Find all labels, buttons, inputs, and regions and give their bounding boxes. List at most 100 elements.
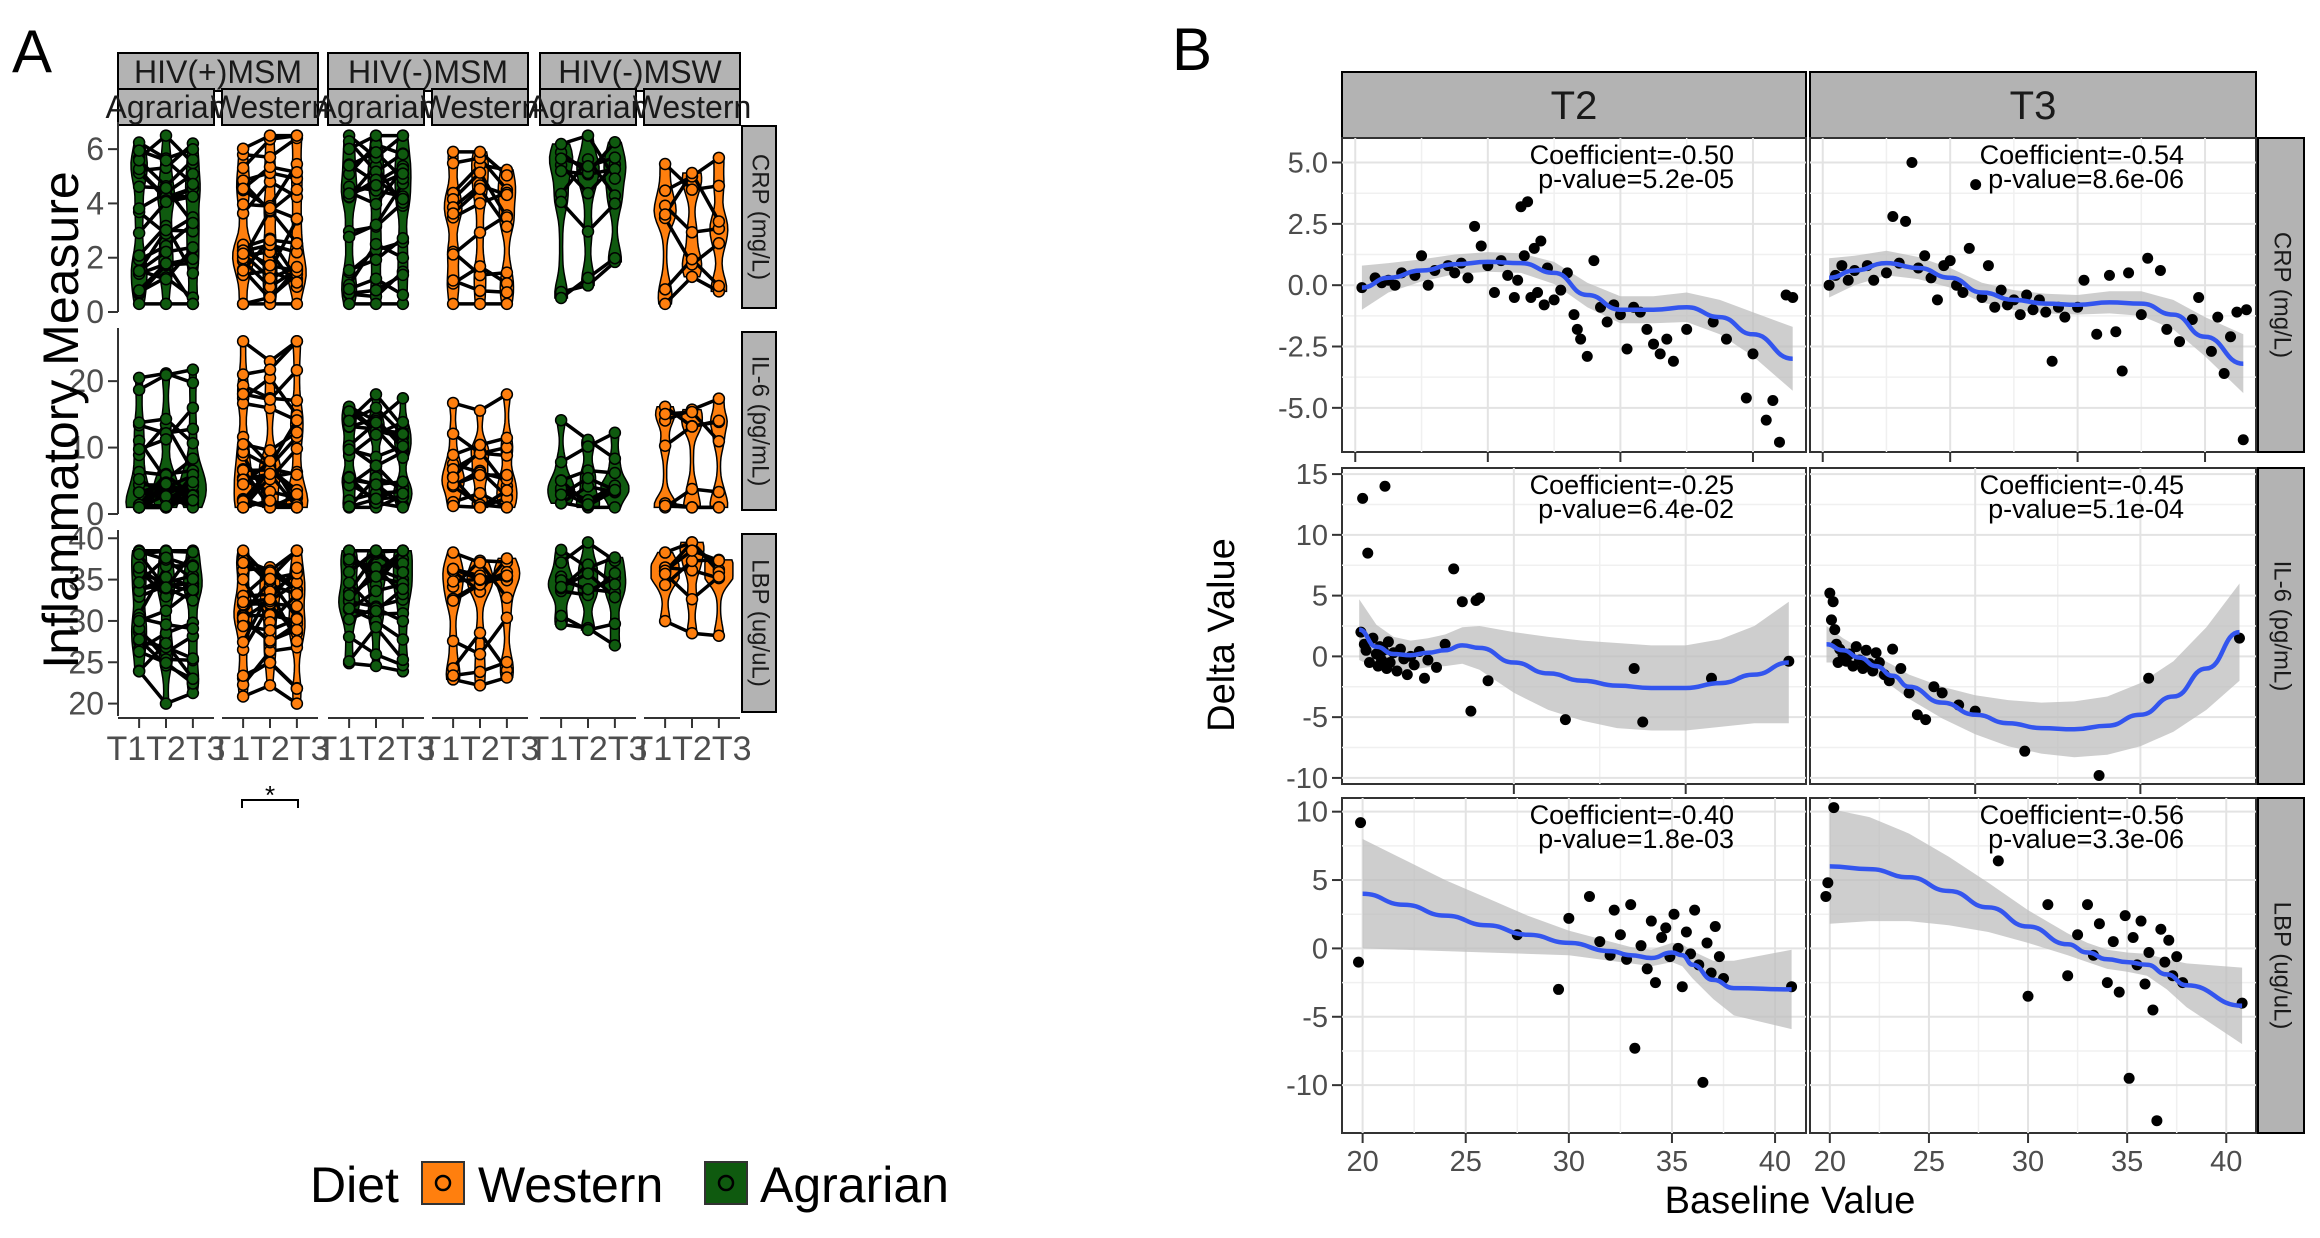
y-axis-title: Delta Value xyxy=(1201,538,1243,732)
data-point xyxy=(132,226,146,240)
data-point xyxy=(186,267,200,280)
diet-strip xyxy=(431,88,529,126)
data-point xyxy=(581,271,595,285)
data-point xyxy=(1568,309,1580,321)
x-tick-label: 25 xyxy=(1913,1146,1945,1178)
scatter-panel: Coefficient=-0.45p-value=5.1e-04 xyxy=(1809,467,2257,785)
data-point xyxy=(1382,636,1394,648)
diet-strip-label: Agrarian xyxy=(528,89,649,125)
data-point xyxy=(1992,855,2004,867)
data-point xyxy=(1508,291,1520,303)
data-point xyxy=(369,388,383,401)
data-point xyxy=(132,297,146,311)
data-point xyxy=(658,439,672,453)
data-point xyxy=(685,166,699,180)
data-point xyxy=(1379,480,1391,492)
data-point xyxy=(2240,304,2252,316)
x-tick-label: 25 xyxy=(1450,1146,1482,1178)
data-point xyxy=(473,665,487,679)
data-point xyxy=(712,279,726,293)
data-point xyxy=(446,594,460,607)
data-point xyxy=(342,159,356,172)
data-point xyxy=(554,556,568,569)
data-point xyxy=(1931,294,1943,306)
data-point xyxy=(446,546,460,559)
data-point xyxy=(658,184,672,197)
data-point xyxy=(1482,675,1494,687)
data-point xyxy=(159,154,173,167)
data-point xyxy=(1868,274,1880,286)
data-point xyxy=(2103,269,2115,281)
data-point xyxy=(159,297,173,311)
data-point xyxy=(236,501,250,514)
data-point xyxy=(2062,970,2074,982)
data-point xyxy=(1660,922,1672,934)
data-point xyxy=(1357,492,1369,504)
data-point xyxy=(132,472,146,486)
data-point xyxy=(342,414,356,428)
data-point xyxy=(342,443,356,456)
data-point xyxy=(658,499,672,513)
data-point xyxy=(396,415,410,429)
data-point xyxy=(1709,921,1721,933)
data-point xyxy=(263,656,277,669)
data-point xyxy=(263,233,277,247)
data-point xyxy=(1528,242,1540,254)
data-point xyxy=(1850,641,1862,653)
data-point xyxy=(2082,899,2094,911)
data-point xyxy=(581,567,595,580)
data-point xyxy=(369,179,383,192)
data-point xyxy=(369,284,383,297)
data-point xyxy=(658,546,672,559)
data-point xyxy=(236,573,250,586)
data-point xyxy=(132,486,146,499)
data-point xyxy=(342,297,356,311)
data-point xyxy=(608,426,622,440)
data-point xyxy=(290,623,304,637)
x-tick-label: T1T2T3 xyxy=(106,730,225,768)
legend-label-agrarian: Agrarian xyxy=(760,1157,949,1213)
data-point xyxy=(1418,672,1430,684)
data-point xyxy=(1601,316,1613,328)
data-point xyxy=(159,433,173,446)
data-point xyxy=(2212,311,2224,323)
data-point xyxy=(1740,392,1752,404)
data-point xyxy=(446,145,460,159)
data-point xyxy=(159,412,173,426)
data-point xyxy=(396,147,410,161)
data-point xyxy=(236,335,250,348)
data-point xyxy=(369,401,383,414)
data-point xyxy=(396,427,410,441)
data-point xyxy=(342,588,356,602)
data-point xyxy=(290,468,304,481)
data-point xyxy=(1384,656,1396,668)
data-point xyxy=(1697,1076,1709,1088)
data-point xyxy=(263,259,277,272)
data-point xyxy=(132,665,146,678)
data-point xyxy=(1820,890,1832,902)
data-point xyxy=(1575,333,1587,345)
data-point xyxy=(500,431,514,445)
data-point xyxy=(342,630,356,644)
data-point xyxy=(500,655,514,669)
data-point xyxy=(685,544,699,557)
data-point xyxy=(186,594,200,607)
data-point xyxy=(712,570,726,583)
data-point xyxy=(1989,301,2001,313)
data-point xyxy=(369,570,383,583)
data-point xyxy=(342,613,356,626)
data-point xyxy=(1668,908,1680,920)
row-strip-label: IL-6 (pg/mL) xyxy=(2269,561,2296,692)
data-point xyxy=(581,129,595,142)
data-point xyxy=(342,576,356,590)
data-point xyxy=(2059,311,2071,323)
group-strip xyxy=(327,52,529,92)
data-point xyxy=(290,612,304,626)
measure-strip-label: CRP (mg/L) xyxy=(747,154,774,280)
data-point xyxy=(342,282,356,296)
data-point xyxy=(1887,643,1899,655)
data-point xyxy=(369,129,383,142)
x-tick-label: 20 xyxy=(1814,1146,1846,1178)
y-tick-label: -2.5 xyxy=(1278,332,1328,364)
violin-shape xyxy=(681,172,703,278)
